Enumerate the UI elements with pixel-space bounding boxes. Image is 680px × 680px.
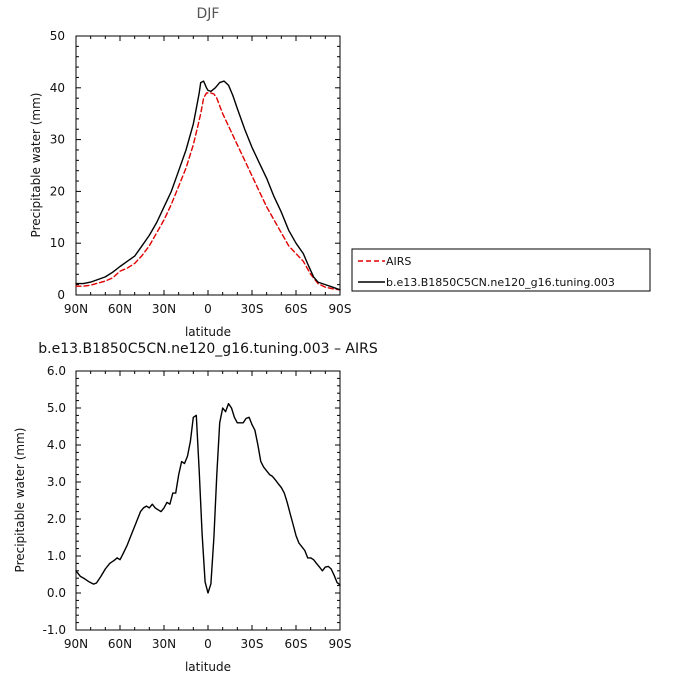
y-tick-label: 3.0	[47, 475, 66, 489]
legend-label-airs: AIRS	[386, 255, 411, 268]
legend: AIRS b.e13.B1850C5CN.ne120_g16.tuning.00…	[351, 248, 651, 292]
series-line-difference	[75, 402, 341, 594]
legend-label-model: b.e13.B1850C5CN.ne120_g16.tuning.003	[386, 276, 615, 289]
bottom-chart-title: b.e13.B1850C5CN.ne120_g16.tuning.003 – A…	[38, 341, 378, 357]
x-tick-label: 60S	[285, 302, 308, 316]
bottom-chart-panel: b.e13.B1850C5CN.ne120_g16.tuning.003 – A…	[13, 341, 378, 674]
y-tick-label: 0	[57, 288, 65, 302]
y-tick-label: 40	[50, 81, 65, 95]
x-tick-label: 0	[204, 302, 212, 316]
y-tick-label: 4.0	[47, 438, 66, 452]
x-tick-label: 90S	[329, 302, 352, 316]
series-line-b-e13-b1850c5cn-ne120-g16-tuning-003	[75, 80, 341, 291]
top-series-group	[75, 80, 341, 291]
y-tick-label: 10	[50, 236, 65, 250]
top-chart-panel: DJF 90N 60N 30N 0 30S 60S 90S 0 10 20 30 40 50 latit…	[29, 6, 351, 339]
x-tick-label: 60S	[285, 637, 308, 651]
legend-box	[351, 248, 651, 292]
top-axis-ticks: 90N 60N 30N 0 30S 60S 90S 0 10 20 30 40 50	[50, 29, 352, 316]
series-line-airs	[75, 92, 341, 291]
x-tick-label: 90S	[329, 637, 352, 651]
bottom-axis-ticks: 90N 60N 30N 0 30S 60S 90S -1.0 0.0 1.0 2.0 3.0 4.0 5.…	[43, 364, 352, 651]
x-tick-label: 30N	[152, 302, 176, 316]
top-y-axis-label: Precipitable water (mm)	[29, 93, 43, 238]
y-tick-label: 50	[50, 29, 65, 43]
x-tick-label: 90N	[64, 302, 88, 316]
y-tick-label: 6.0	[47, 364, 66, 378]
y-tick-label: 0.0	[47, 586, 66, 600]
y-tick-label: 1.0	[47, 549, 66, 563]
top-x-axis-label: latitude	[185, 325, 231, 339]
x-tick-label: 60N	[108, 302, 132, 316]
bottom-series-group	[75, 402, 341, 594]
bottom-x-axis-label: latitude	[185, 660, 231, 674]
y-tick-label: 2.0	[47, 512, 66, 526]
y-tick-label: 5.0	[47, 401, 66, 415]
x-tick-label: 30S	[241, 302, 264, 316]
top-plot-frame	[75, 35, 341, 296]
y-tick-label: -1.0	[43, 623, 66, 637]
x-tick-label: 0	[204, 637, 212, 651]
x-tick-label: 30N	[152, 637, 176, 651]
x-tick-label: 60N	[108, 637, 132, 651]
top-chart-title: DJF	[197, 6, 220, 22]
x-tick-label: 30S	[241, 637, 264, 651]
y-tick-label: 20	[50, 184, 65, 198]
bottom-y-axis-label: Precipitable water (mm)	[13, 428, 27, 573]
x-tick-label: 90N	[64, 637, 88, 651]
y-tick-label: 30	[50, 133, 65, 147]
